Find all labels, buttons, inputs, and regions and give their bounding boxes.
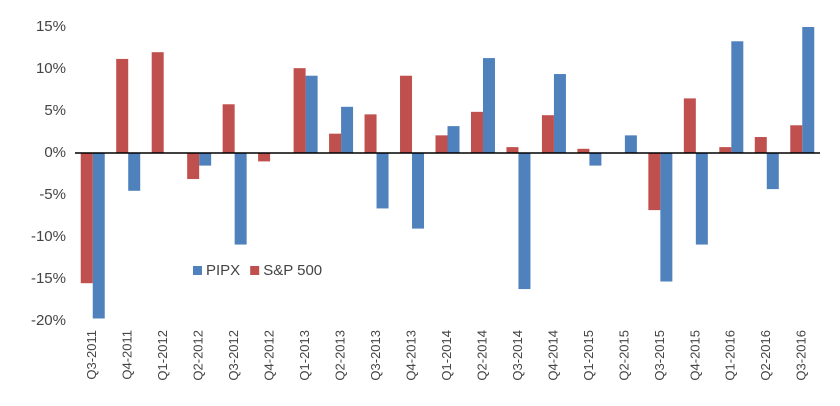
x-tick-label: Q4-2012: [262, 330, 277, 381]
bar: [447, 126, 460, 153]
bar: [589, 153, 602, 166]
bar: [187, 153, 200, 180]
bar: [731, 41, 744, 153]
x-tick-label: Q4-2013: [403, 330, 418, 381]
x-tick-label: Q2-2015: [616, 330, 631, 381]
x-tick-label: Q4-2015: [687, 330, 702, 381]
bar: [802, 27, 815, 153]
bar: [648, 153, 661, 211]
x-tick-label: Q2-2014: [474, 330, 489, 381]
bar: [624, 135, 637, 153]
x-tick-label: Q1-2013: [297, 330, 312, 381]
x-tick-label: Q3-2012: [226, 330, 241, 381]
bar: [660, 153, 673, 282]
bar: [683, 98, 696, 153]
bar: [234, 153, 247, 245]
bar: [364, 114, 377, 153]
bar: [470, 111, 483, 153]
bar: [754, 137, 767, 153]
bar: [341, 106, 354, 153]
bar: [293, 68, 306, 153]
x-tick-label: Q4-2014: [545, 330, 560, 381]
y-tick-label: -10%: [31, 228, 66, 245]
bar: [435, 135, 448, 153]
y-tick-label: 0%: [44, 144, 66, 161]
legend-swatch: [193, 266, 202, 275]
y-tick-label: -5%: [39, 186, 66, 203]
bar: [258, 153, 271, 162]
x-tick-label: Q1-2012: [155, 330, 170, 381]
x-tick-label: Q1-2015: [581, 330, 596, 381]
bar: [482, 58, 495, 153]
y-tick-label: 15%: [36, 18, 66, 35]
x-tick-label: Q3-2015: [652, 330, 667, 381]
bar: [92, 153, 105, 319]
bar: [695, 153, 708, 245]
bar: [222, 104, 235, 153]
x-tick-label: Q2-2016: [758, 330, 773, 381]
legend-swatch: [250, 266, 260, 275]
y-tick-label: 10%: [36, 60, 66, 77]
bar: [518, 153, 531, 290]
x-tick-label: Q3-2014: [510, 330, 525, 381]
bar: [151, 52, 164, 154]
bar: [116, 58, 129, 153]
x-tick-label: Q1-2016: [723, 330, 738, 381]
bar: [305, 75, 318, 153]
bar: [128, 153, 141, 191]
x-tick-label: Q1-2014: [439, 330, 454, 381]
bar: [412, 153, 425, 229]
legend-label: S&P 500: [263, 262, 322, 279]
bar: [506, 147, 519, 153]
bar: [80, 153, 93, 284]
bar: [790, 125, 803, 153]
x-tick-label: Q3-2011: [84, 330, 99, 380]
y-tick-label: 5%: [44, 102, 66, 119]
bar: [719, 147, 732, 153]
x-tick-label: Q3-2016: [794, 330, 809, 381]
legend-label: PIPX: [206, 262, 240, 279]
bar: [766, 153, 779, 190]
bar: [541, 115, 554, 153]
x-tick-label: Q4-2011: [120, 330, 135, 380]
bar: [376, 153, 389, 209]
plot-area: [80, 27, 815, 319]
bar: [400, 75, 413, 153]
bar: [553, 74, 566, 153]
x-tick-label: Q2-2012: [191, 330, 206, 381]
x-tick-label: Q2-2013: [333, 330, 348, 381]
x-tick-label: Q3-2013: [368, 330, 383, 381]
y-tick-label: -20%: [31, 312, 66, 329]
bar: [329, 133, 342, 153]
bar: [199, 153, 212, 166]
bar: [577, 148, 590, 153]
y-tick-label: -15%: [31, 270, 66, 287]
